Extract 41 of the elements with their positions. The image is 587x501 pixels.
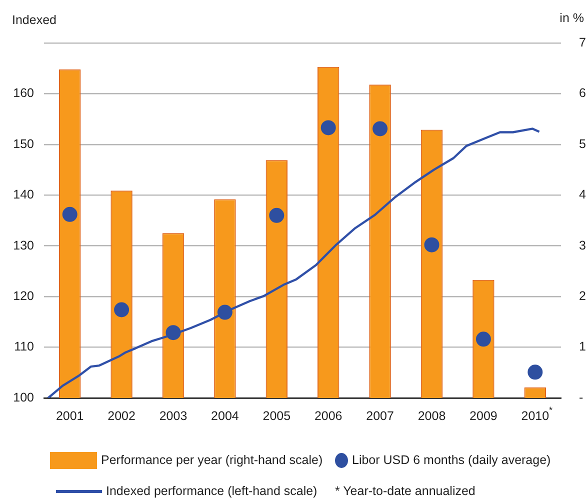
point — [528, 364, 543, 380]
x-tick-label: 2009 — [470, 409, 498, 423]
y2-tick-label: 6 — [579, 86, 586, 100]
point — [62, 206, 78, 222]
text: * Year-to-date annualized — [335, 483, 476, 500]
legend-label: Performance per year (right-hand scale) — [101, 453, 323, 467]
point — [217, 304, 232, 320]
y-tick-label: 160 — [13, 86, 34, 100]
y2-tick-label: 2 — [579, 289, 586, 304]
point — [424, 237, 440, 252]
y-tick-label: 110 — [14, 340, 34, 354]
x-tick-label: 2008 — [418, 409, 446, 423]
point — [166, 325, 181, 340]
y-tick-label: 140 — [13, 188, 34, 202]
legend-label: Indexed performance (left-hand scale) — [106, 484, 318, 498]
x-tick-label: 2004 — [211, 409, 239, 423]
y-tick-label: 150 — [13, 136, 34, 151]
y2-tick-label: 3 — [579, 238, 586, 252]
point — [476, 332, 491, 347]
x-tick-label: 2010* — [521, 405, 554, 423]
y2-tick-label: - — [579, 390, 584, 404]
legend-label: Libor USD 6 months (daily average) — [352, 453, 551, 467]
y2-tick-label: 5 — [579, 136, 586, 151]
y-tick-label: 130 — [13, 238, 34, 252]
y2-tick-label: 1 — [579, 340, 586, 354]
x-tick-label: 2007 — [366, 409, 394, 423]
x-tick-label: 2002 — [108, 409, 136, 423]
y-tick-label: 120 — [13, 289, 34, 304]
x-tick-label: 2006 — [314, 409, 342, 423]
y2-axis-title: in % — [560, 11, 584, 25]
x-tick-label: 2003 — [159, 409, 188, 423]
x-tick-label: 2005 — [262, 409, 291, 423]
y2-tick-label: 7 — [579, 35, 586, 50]
point — [320, 120, 336, 136]
y-tick-label: 100 — [13, 390, 34, 404]
x-tick-label: 2001 — [56, 409, 84, 423]
y-axis-title: Indexed — [12, 13, 57, 27]
point — [269, 208, 284, 223]
point — [114, 302, 130, 318]
y2-tick-label: 4 — [579, 188, 586, 202]
point — [372, 121, 388, 136]
